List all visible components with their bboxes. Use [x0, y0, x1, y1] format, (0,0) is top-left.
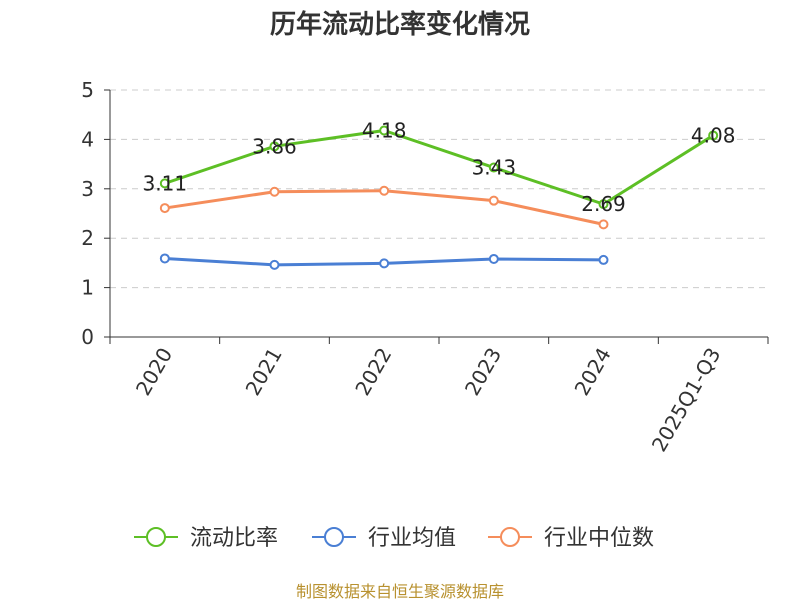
legend-swatch-marker: [324, 527, 344, 547]
data-label: 4.18: [362, 119, 407, 143]
y-tick-label: 5: [81, 78, 94, 102]
data-label: 4.08: [691, 123, 736, 147]
x-tick-label: 2023: [460, 344, 506, 400]
data-label: 3.43: [472, 156, 517, 180]
source-note: 制图数据来自恒生聚源数据库: [295, 582, 504, 601]
y-tick-label: 2: [81, 226, 94, 250]
legend-swatch-marker: [146, 527, 166, 547]
data-point: [379, 258, 390, 269]
legend-swatch-marker: [500, 527, 520, 547]
data-point: [269, 141, 280, 152]
y-tick-label: 1: [81, 276, 94, 300]
data-point: [379, 125, 390, 136]
data-labels: 3.11 3.86 4.18 3.43 2.69 4.08: [143, 119, 736, 217]
data-label: 2.69: [581, 192, 626, 216]
data-point: [159, 253, 170, 264]
data-point: [269, 186, 280, 197]
data-point: [488, 253, 499, 264]
data-point: [708, 130, 719, 141]
data-point: [488, 162, 499, 173]
data-point: [269, 259, 280, 270]
data-point: [598, 219, 609, 230]
data-point: [488, 195, 499, 206]
legend-label: 流动比率: [190, 526, 278, 551]
legend[interactable]: 流动比率 行业均值 行业中位数: [134, 526, 654, 551]
data-point: [598, 199, 609, 210]
data-point: [379, 185, 390, 196]
series-line-0: [164, 129, 714, 206]
data-point: [159, 203, 170, 214]
x-tick-label: 2021: [241, 344, 287, 400]
legend-item-0[interactable]: 流动比率: [134, 526, 278, 551]
data-label: 3.11: [143, 171, 188, 195]
series-line-2: [164, 189, 604, 226]
x-tick-label: 2020: [131, 344, 177, 400]
data-point: [159, 178, 170, 189]
legend-label: 行业均值: [368, 526, 456, 551]
x-tick-label: 2022: [350, 344, 396, 400]
y-tick-label: 0: [81, 325, 94, 349]
data-point: [598, 254, 609, 265]
axes: 0 1 2 3 4 5 2020 2021 2022 2023 2024 2025Q1-Q3: [81, 78, 769, 456]
series: [159, 125, 719, 270]
data-label: 3.86: [252, 134, 297, 158]
x-tick-label: 2024: [570, 344, 616, 400]
legend-item-2[interactable]: 行业中位数: [488, 526, 654, 551]
legend-item-1[interactable]: 行业均值: [312, 526, 456, 551]
x-tick-label: 2025Q1-Q3: [647, 344, 726, 456]
y-tick-label: 3: [81, 177, 94, 201]
grid-lines: [110, 89, 768, 289]
y-tick-label: 4: [81, 127, 94, 151]
chart-title: 历年流动比率变化情况: [269, 10, 530, 40]
legend-label: 行业中位数: [544, 526, 654, 551]
